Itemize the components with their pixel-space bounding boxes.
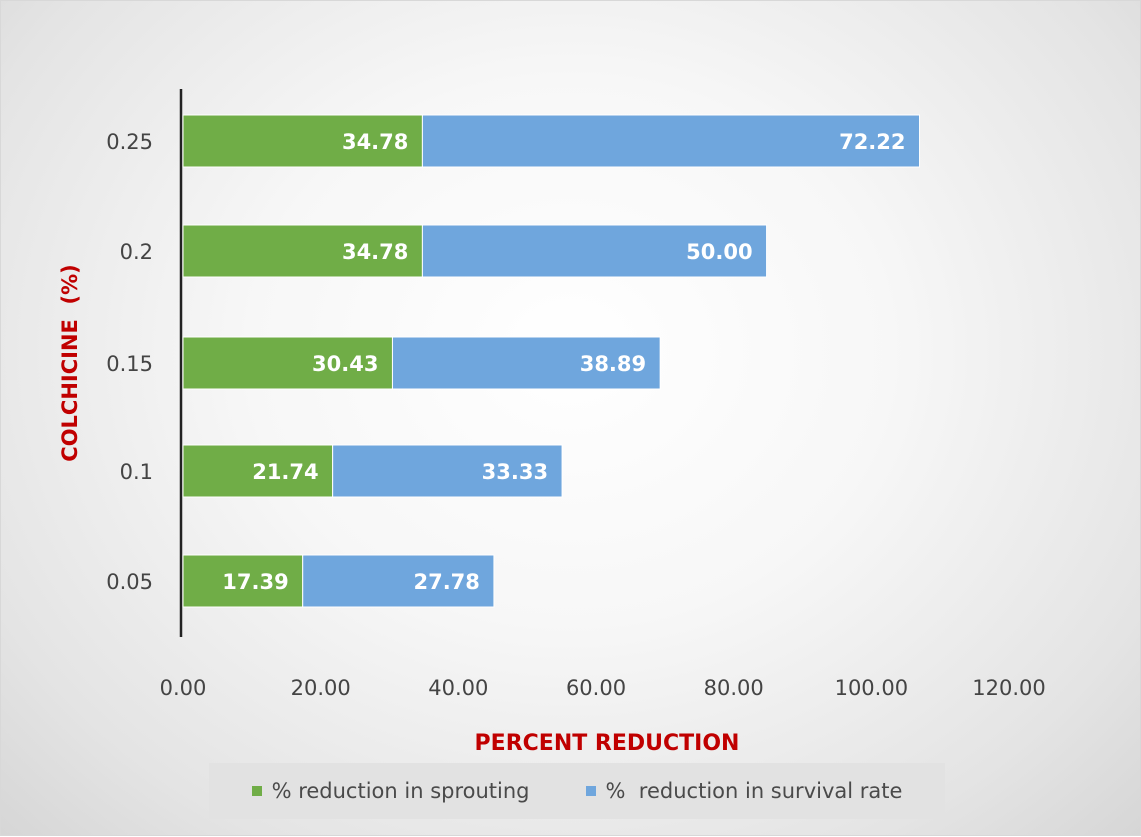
y-tick-label-0.25: 0.25 bbox=[106, 130, 153, 154]
legend-entry-sprouting: % reduction in sprouting bbox=[251, 779, 530, 803]
legend: % reduction in sprouting % reduction in … bbox=[209, 763, 945, 819]
data-label-sprouting-0.2: 34.78 bbox=[342, 240, 408, 264]
x-tick-label-120.00: 120.00 bbox=[972, 676, 1045, 700]
bar-segment-survival-0.25 bbox=[421, 114, 921, 168]
x-tick-label-60.00: 60.00 bbox=[566, 676, 626, 700]
bars-layer: 17.39 27.78 21.74 33.33 30.43 38.89 34.78 50.00… bbox=[182, 114, 921, 608]
data-label-sprouting-0.05: 17.39 bbox=[222, 570, 288, 594]
x-tick-label-20.00: 20.00 bbox=[291, 676, 351, 700]
x-tick-label-100.00: 100.00 bbox=[835, 676, 908, 700]
x-tick-label-0.00: 0.00 bbox=[160, 676, 207, 700]
bar-segment-survival-0.2 bbox=[421, 224, 768, 278]
y-axis-title: COLCHICINE (%) bbox=[58, 264, 82, 461]
bar-segment-survival-0.1 bbox=[332, 444, 563, 498]
y-tick-labels: 0.05 0.1 0.15 0.2 0.25 bbox=[106, 130, 153, 594]
x-tick-label-80.00: 80.00 bbox=[704, 676, 764, 700]
bar-segment-sprouting-0.25 bbox=[182, 114, 423, 168]
y-tick-label-0.15: 0.15 bbox=[106, 352, 153, 376]
x-tick-labels: 0.00 20.00 40.00 60.00 80.00 100.00 120.00 bbox=[160, 676, 1046, 700]
bar-segment-survival-0.15 bbox=[391, 336, 661, 390]
x-tick-label-40.00: 40.00 bbox=[428, 676, 488, 700]
data-label-sprouting-0.25: 34.78 bbox=[342, 130, 408, 154]
data-label-survival-0.25: 72.22 bbox=[839, 130, 905, 154]
y-tick-label-0.1: 0.1 bbox=[120, 460, 153, 484]
bar-segment-sprouting-0.15 bbox=[182, 336, 393, 390]
y-tick-label-0.2: 0.2 bbox=[120, 240, 153, 264]
bar-segment-survival-0.05 bbox=[302, 554, 495, 608]
x-axis-title: PERCENT REDUCTION bbox=[475, 731, 740, 756]
data-label-survival-0.2: 50.00 bbox=[686, 240, 752, 264]
bar-segment-sprouting-0.1 bbox=[182, 444, 334, 498]
legend-swatch-survival bbox=[585, 786, 596, 796]
legend-entry-survival: % reduction in survival rate bbox=[585, 779, 903, 803]
y-tick-label-0.05: 0.05 bbox=[106, 570, 153, 594]
data-label-survival-0.05: 27.78 bbox=[413, 570, 479, 594]
bar-segment-sprouting-0.2 bbox=[182, 224, 423, 278]
data-label-sprouting-0.1: 21.74 bbox=[252, 460, 318, 484]
legend-label-survival: % reduction in survival rate bbox=[605, 779, 903, 803]
bar-segment-sprouting-0.05 bbox=[182, 554, 304, 608]
data-label-survival-0.15: 38.89 bbox=[580, 352, 646, 376]
legend-swatch-sprouting bbox=[251, 786, 262, 796]
legend-label-sprouting: % reduction in sprouting bbox=[271, 779, 530, 803]
data-label-survival-0.1: 33.33 bbox=[482, 460, 548, 484]
data-label-sprouting-0.15: 30.43 bbox=[312, 352, 378, 376]
